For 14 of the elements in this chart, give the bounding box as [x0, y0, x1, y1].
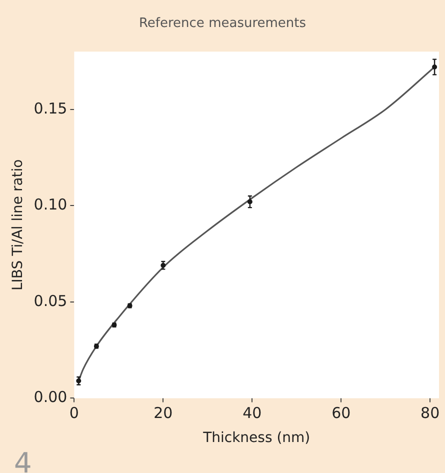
y-tick-label: 0.00 [34, 388, 68, 406]
line-series [78, 66, 436, 382]
y-tick-label: 0.15 [34, 99, 68, 118]
y-axis-title: LIBS Ti/Al line ratio [10, 159, 26, 291]
x-tick-label: 20 [154, 404, 173, 422]
x-tick-label: 80 [420, 404, 440, 422]
chart-title: Reference measurements [138, 16, 306, 32]
x-axis-title: Thickness (nm) [202, 430, 310, 446]
x-tick-label: 40 [242, 404, 262, 422]
text: 4 [14, 446, 32, 473]
y-tick-label: 0.05 [34, 292, 68, 310]
x-tick-label: 60 [332, 404, 351, 422]
y-tick-label: 0.10 [34, 196, 68, 214]
x-tick-label: 0 [69, 404, 79, 422]
